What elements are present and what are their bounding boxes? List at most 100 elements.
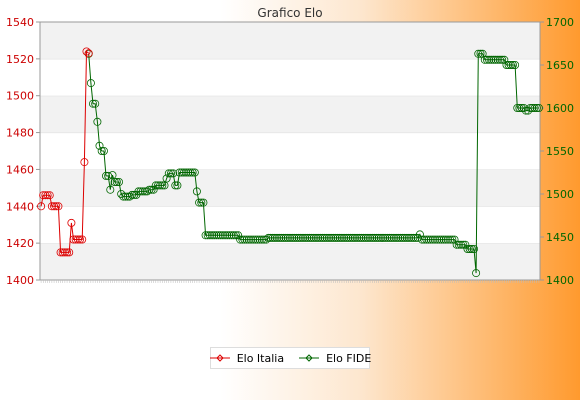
grid-band bbox=[40, 132, 540, 170]
data-point-elo-fide bbox=[491, 55, 500, 64]
data-point-elo-italia bbox=[45, 191, 54, 200]
data-point-elo-fide bbox=[89, 99, 98, 108]
data-point-elo-fide bbox=[461, 240, 470, 249]
data-point-elo-fide bbox=[333, 233, 342, 242]
data-point-elo-fide bbox=[482, 55, 491, 64]
data-point-elo-fide bbox=[305, 233, 314, 242]
data-point-elo-fide bbox=[294, 233, 303, 242]
data-point-elo-fide bbox=[500, 55, 509, 64]
data-point-elo-fide bbox=[361, 233, 370, 242]
data-point-elo-fide bbox=[192, 187, 201, 196]
data-point-elo-fide bbox=[502, 61, 511, 70]
data-point-elo-fide bbox=[454, 240, 463, 249]
data-point-elo-fide bbox=[446, 235, 455, 244]
data-point-elo-italia bbox=[50, 202, 59, 211]
data-point-elo-italia bbox=[43, 191, 52, 200]
data-point-elo-fide bbox=[463, 244, 472, 253]
data-point-elo-fide bbox=[450, 235, 459, 244]
data-point-elo-fide bbox=[268, 233, 277, 242]
data-point-elo-fide bbox=[329, 233, 338, 242]
data-point-elo-fide bbox=[264, 233, 273, 242]
right-tick-label: 1500 bbox=[546, 188, 574, 201]
data-point-elo-fide bbox=[396, 233, 405, 242]
data-point-elo-fide bbox=[279, 233, 288, 242]
data-point-elo-fide bbox=[528, 104, 537, 113]
data-point-elo-fide bbox=[359, 233, 368, 242]
data-point-elo-fide bbox=[532, 104, 541, 113]
data-point-elo-fide bbox=[335, 233, 344, 242]
data-point-elo-fide bbox=[242, 235, 251, 244]
data-point-elo-fide bbox=[485, 55, 494, 64]
data-point-elo-fide bbox=[285, 233, 294, 242]
data-point-elo-italia bbox=[47, 202, 56, 211]
right-y-axis: 1400 1450 1500 1550 1600 1650 1700 bbox=[540, 16, 574, 287]
left-tick-label: 1520 bbox=[6, 53, 34, 66]
data-point-elo-fide bbox=[467, 244, 476, 253]
data-point-elo-fide bbox=[249, 235, 258, 244]
data-point-elo-italia bbox=[76, 235, 85, 244]
data-point-elo-fide bbox=[270, 233, 279, 242]
data-point-elo-italia bbox=[80, 158, 89, 167]
series-layer bbox=[37, 47, 543, 278]
data-point-elo-fide bbox=[417, 235, 426, 244]
data-point-elo-fide bbox=[240, 235, 249, 244]
data-point-elo-fide bbox=[513, 104, 522, 113]
data-point-elo-fide bbox=[437, 235, 446, 244]
data-point-elo-fide bbox=[238, 235, 247, 244]
data-point-elo-fide bbox=[392, 233, 401, 242]
data-point-elo-fide bbox=[186, 168, 195, 177]
data-point-elo-fide bbox=[476, 49, 485, 58]
data-point-elo-italia bbox=[39, 191, 48, 200]
data-point-elo-fide bbox=[145, 185, 154, 194]
data-point-elo-fide bbox=[385, 233, 394, 242]
data-point-elo-fide bbox=[430, 235, 439, 244]
data-point-elo-fide bbox=[307, 233, 316, 242]
data-point-elo-fide bbox=[472, 269, 481, 278]
data-point-elo-fide bbox=[281, 233, 290, 242]
legend-label-elo-fide: Elo FIDE bbox=[326, 351, 372, 365]
data-point-elo-fide bbox=[212, 231, 221, 240]
data-point-elo-fide bbox=[409, 233, 418, 242]
data-point-elo-fide bbox=[519, 104, 528, 113]
right-tick-label: 1450 bbox=[546, 231, 574, 244]
data-point-elo-fide bbox=[322, 233, 331, 242]
data-point-elo-fide bbox=[102, 171, 111, 180]
data-point-elo-fide bbox=[498, 55, 507, 64]
data-point-elo-fide bbox=[428, 235, 437, 244]
data-point-elo-fide bbox=[452, 240, 461, 249]
left-y-axis: 1400 1420 1440 1460 1480 1500 1520 1540 bbox=[6, 16, 40, 287]
data-point-elo-fide bbox=[97, 146, 106, 155]
data-point-elo-fide bbox=[314, 233, 323, 242]
data-point-elo-fide bbox=[166, 169, 175, 178]
grid-band bbox=[40, 22, 540, 59]
data-point-elo-fide bbox=[301, 233, 310, 242]
data-point-elo-fide bbox=[493, 55, 502, 64]
data-point-elo-fide bbox=[244, 235, 253, 244]
right-tick-label: 1400 bbox=[546, 274, 574, 287]
left-tick-label: 1540 bbox=[6, 16, 34, 29]
data-point-elo-fide bbox=[350, 233, 359, 242]
data-point-elo-fide bbox=[337, 233, 346, 242]
data-point-elo-fide bbox=[508, 61, 517, 70]
data-point-elo-fide bbox=[153, 181, 162, 190]
grid-bands bbox=[40, 21, 540, 280]
data-point-elo-fide bbox=[149, 185, 158, 194]
data-point-elo-fide bbox=[106, 185, 115, 194]
data-point-elo-fide bbox=[216, 231, 225, 240]
data-point-elo-fide bbox=[210, 231, 219, 240]
legend-marker-elo-fide bbox=[299, 354, 320, 362]
data-point-elo-italia bbox=[84, 49, 93, 58]
data-point-elo-fide bbox=[511, 61, 520, 70]
data-point-elo-fide bbox=[530, 104, 539, 113]
data-point-elo-fide bbox=[205, 231, 214, 240]
grid-band bbox=[40, 243, 540, 280]
data-point-elo-fide bbox=[368, 233, 377, 242]
data-point-elo-fide bbox=[298, 233, 307, 242]
data-point-elo-fide bbox=[355, 233, 364, 242]
data-point-elo-fide bbox=[184, 168, 193, 177]
data-point-elo-fide bbox=[188, 168, 197, 177]
data-point-elo-fide bbox=[448, 235, 457, 244]
data-point-elo-fide bbox=[115, 177, 124, 186]
